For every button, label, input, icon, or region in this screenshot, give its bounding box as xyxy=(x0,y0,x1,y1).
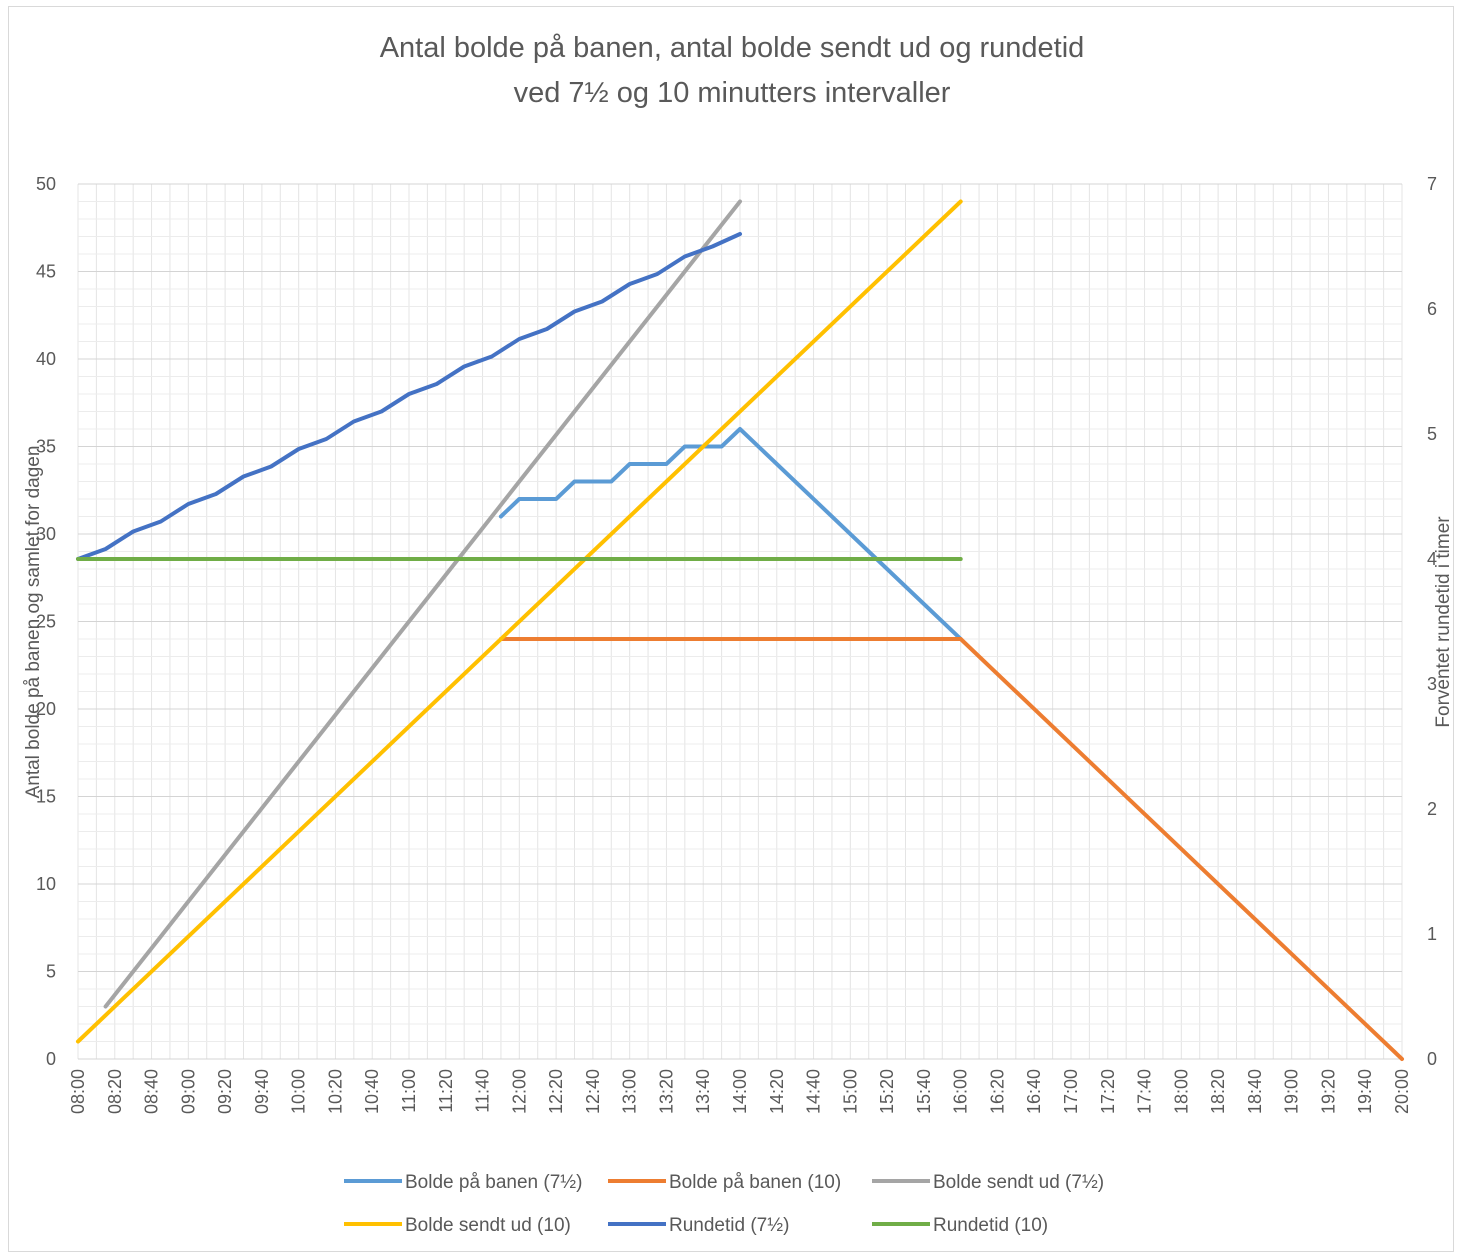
right-axis-ticks: 0 1 2 3 4 5 6 7 xyxy=(1427,174,1437,1069)
series-line-bolde-p-banen-7- xyxy=(498,427,963,641)
x-axis-tick-label: 14:00 xyxy=(730,1069,750,1114)
left-axis-tick-label: 40 xyxy=(36,349,56,369)
left-axis-tick-label: 50 xyxy=(36,174,56,194)
x-axis-tick-label: 12:40 xyxy=(583,1069,603,1114)
x-axis-ticks: 08:00 08:20 08:40 09:00 09:20 09:40 10:00 10:20… xyxy=(68,1069,1412,1114)
x-axis-tick-label: 09:00 xyxy=(178,1069,198,1114)
x-axis-tick-label: 11:40 xyxy=(473,1069,493,1113)
chart-title-line1: Antal bolde på banen, antal bolde sendt … xyxy=(379,32,1085,64)
x-axis-tick-label: 19:40 xyxy=(1355,1069,1375,1114)
x-axis-tick-label: 16:20 xyxy=(987,1069,1007,1114)
right-axis-tick-label: 2 xyxy=(1427,799,1437,819)
x-axis-tick-label: 14:40 xyxy=(804,1069,824,1114)
left-axis-tick-label: 35 xyxy=(36,437,56,457)
x-axis-tick-label: 08:20 xyxy=(105,1069,125,1114)
left-axis-title: Antal bolde på banen og samlet for dagen xyxy=(23,446,44,799)
right-axis-tick-label: 5 xyxy=(1427,424,1437,444)
legend-label: Bolde sendt ud (10) xyxy=(405,1215,571,1236)
x-axis-tick-label: 20:00 xyxy=(1392,1069,1412,1114)
x-axis-tick-label: 13:20 xyxy=(656,1069,676,1114)
legend-label: Rundetid (7½) xyxy=(669,1215,789,1236)
series-line-bolde-sendt-ud-10- xyxy=(76,199,963,1044)
x-axis-tick-label: 19:20 xyxy=(1318,1069,1338,1114)
x-axis-tick-label: 09:40 xyxy=(252,1069,272,1114)
left-axis-tick-label: 15 xyxy=(36,787,56,807)
series-line-bolde-p-banen-10- xyxy=(498,637,1404,1061)
x-axis-tick-label: 10:00 xyxy=(289,1069,309,1114)
left-axis-tick-label: 30 xyxy=(36,524,56,544)
right-axis-tick-label: 0 xyxy=(1427,1049,1437,1069)
x-axis-tick-label: 18:00 xyxy=(1171,1069,1191,1114)
x-axis-tick-label: 15:20 xyxy=(877,1069,897,1114)
x-axis-tick-label: 11:20 xyxy=(436,1069,456,1113)
x-axis-tick-label: 17:00 xyxy=(1061,1069,1081,1114)
x-axis-tick-label: 09:20 xyxy=(215,1069,235,1114)
left-axis-ticks: 0 5 10 15 20 25 30 35 40 45 50 xyxy=(36,174,56,1069)
x-axis-tick-label: 17:20 xyxy=(1098,1069,1118,1114)
right-axis-tick-label: 4 xyxy=(1427,549,1437,569)
legend-label: Rundetid (10) xyxy=(933,1215,1048,1236)
left-axis-tick-label: 45 xyxy=(36,262,56,282)
x-axis-tick-label: 15:00 xyxy=(840,1069,860,1114)
x-axis-tick-label: 08:00 xyxy=(68,1069,88,1114)
chart-title-line2: ved 7½ og 10 minutters intervaller xyxy=(513,77,951,109)
left-axis-tick-label: 10 xyxy=(36,874,56,894)
x-axis-tick-label: 18:20 xyxy=(1208,1069,1228,1114)
x-axis-tick-label: 18:40 xyxy=(1245,1069,1265,1114)
chart-frame xyxy=(8,6,1454,1252)
x-axis-tick-label: 16:40 xyxy=(1024,1069,1044,1114)
x-axis-tick-label: 12:20 xyxy=(546,1069,566,1114)
left-axis-tick-label: 25 xyxy=(36,612,56,632)
legend-label: Bolde på banen (10) xyxy=(669,1172,841,1193)
grid xyxy=(77,183,1403,1060)
x-axis-tick-label: 14:20 xyxy=(767,1069,787,1114)
x-axis-tick-label: 11:00 xyxy=(399,1069,419,1113)
x-axis-tick-label: 10:40 xyxy=(362,1069,382,1114)
legend: Bolde på banen (7½) Bolde på banen (10) Bo… xyxy=(344,1172,1104,1236)
x-axis-tick-label: 10:20 xyxy=(325,1069,345,1114)
right-axis-tick-label: 1 xyxy=(1427,924,1437,944)
x-axis-tick-label: 08:40 xyxy=(142,1069,162,1114)
x-axis-tick-label: 17:40 xyxy=(1135,1069,1155,1114)
x-axis-tick-label: 19:00 xyxy=(1282,1069,1302,1114)
right-axis-tick-label: 7 xyxy=(1427,174,1437,194)
left-axis-tick-label: 0 xyxy=(46,1049,56,1069)
x-axis-tick-label: 16:00 xyxy=(951,1069,971,1114)
left-axis-tick-label: 5 xyxy=(46,962,56,982)
series-line-bolde-sendt-ud-7- xyxy=(103,199,742,1009)
x-axis-tick-label: 15:40 xyxy=(914,1069,934,1114)
series-line-rundetid-7- xyxy=(76,232,742,561)
left-axis-tick-label: 20 xyxy=(36,699,56,719)
legend-label: Bolde på banen (7½) xyxy=(405,1172,582,1193)
right-axis-tick-label: 3 xyxy=(1427,674,1437,694)
x-axis-tick-label: 13:40 xyxy=(693,1069,713,1114)
right-axis-tick-label: 6 xyxy=(1427,299,1437,319)
x-axis-tick-label: 13:00 xyxy=(620,1069,640,1114)
legend-label: Bolde sendt ud (7½) xyxy=(933,1172,1104,1193)
right-axis-title: Forventet rundetid i timer xyxy=(1433,516,1454,728)
x-axis-tick-label: 12:00 xyxy=(509,1069,529,1114)
series-layer xyxy=(76,199,1404,1061)
